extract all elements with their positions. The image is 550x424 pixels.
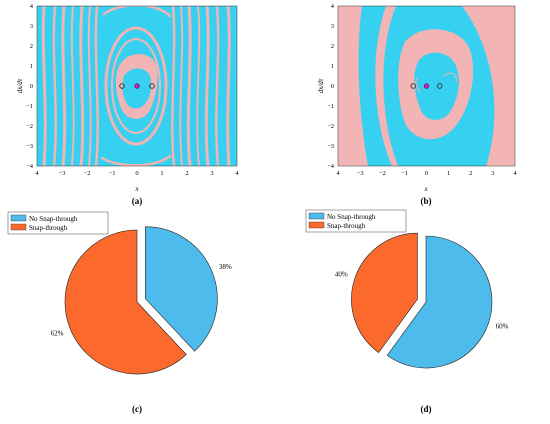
y-tick-label-b: 4 (331, 3, 335, 10)
legend-swatch-snap-c (10, 223, 27, 231)
legend-label-snap-c: Snap-through (29, 224, 68, 232)
panel-label-a: (a) (132, 196, 143, 206)
basin-plot-a: 4 −3 −2 −1 0 1 2 3 4 4 3 2 1 0 −1 −2 −3 −4 x dx/dτ (a) (16, 3, 239, 206)
x-tick-label-a: 0 (135, 170, 138, 177)
y-tick-label-b: 0 (331, 83, 334, 90)
side-equilibrium-marker-b (410, 83, 416, 89)
y-tick-label-a: 0 (30, 83, 33, 90)
pie-slices-d: 60% 40% (335, 232, 509, 369)
y-tick-label-a: −4 (26, 163, 34, 170)
pie-chart-d: No Snap-through Snap-through 60% 40% (d) (305, 209, 509, 414)
y-tick-label-b: 2 (331, 43, 334, 50)
legend-swatch-snap-d (308, 221, 325, 229)
center-equilibrium-marker-a (134, 83, 140, 89)
y-tick-label-a: 1 (30, 63, 33, 70)
legend-label-no-snap-d: No Snap-through (327, 213, 376, 221)
pie-slice-label-d: 40% (335, 270, 348, 278)
y-tick-label-a: −3 (26, 143, 33, 150)
x-tick-label-b: 2 (469, 170, 472, 177)
y-tick-label-a: 3 (30, 23, 33, 30)
pie-slice-label-c: 62% (51, 330, 64, 338)
axis-ticks-a: 4 −3 −2 −1 0 1 2 3 4 4 3 2 1 0 −1 −2 −3 −4 (26, 3, 239, 177)
axis-ticks-b: 4 −3 −2 −1 0 1 2 3 4 4 3 2 1 0 −1 −2 −3 −4 (327, 3, 517, 177)
x-tick-label-a: 4 (235, 170, 239, 177)
x-tick-label-a: 2 (185, 170, 188, 177)
y-tick-label-b: −3 (327, 143, 334, 150)
pie-slice-d (351, 232, 418, 354)
y-axis-label-b: dx/dτ (317, 78, 325, 93)
x-axis-label-a: x (134, 185, 139, 193)
y-tick-label-b: 1 (331, 63, 334, 70)
pie-slice-d (386, 235, 493, 369)
x-tick-label-b: 1 (447, 170, 450, 177)
x-tick-label-a: −2 (84, 170, 91, 177)
equilibrium-markers-a (119, 83, 155, 89)
y-tick-label-b: −1 (327, 103, 334, 110)
center-equilibrium-marker-b (423, 83, 430, 89)
x-tick-label-b: −1 (401, 170, 408, 177)
y-axis-label-a: dx/dτ (16, 78, 24, 93)
legend-swatch-no-snap-c (10, 214, 27, 222)
pie-chart-c: No Snap-through Snap-through 38% 62% (c) (7, 211, 232, 414)
x-tick-label-a: 3 (210, 170, 213, 177)
x-tick-label-a: −3 (59, 170, 66, 177)
pie-slices-c: 38% 62% (51, 226, 232, 375)
panel-label-d: (d) (421, 404, 432, 414)
x-tick-label-b: 4 (336, 170, 340, 177)
y-tick-label-a: 2 (30, 43, 33, 50)
side-equilibrium-marker-a (119, 83, 125, 89)
y-tick-label-a: −1 (26, 103, 33, 110)
legend-c: No Snap-through Snap-through (7, 211, 109, 235)
x-tick-label-a: 1 (160, 170, 163, 177)
panel-label-b: (b) (421, 196, 432, 206)
legend-label-snap-d: Snap-through (327, 222, 366, 230)
basin-a-field (37, 6, 237, 166)
y-tick-label-b: −2 (327, 123, 334, 130)
x-tick-label-b: −2 (379, 170, 386, 177)
y-tick-label-b: −4 (327, 163, 335, 170)
pie-slice-label-c: 38% (219, 263, 232, 271)
x-axis-label-b: x (423, 185, 428, 193)
side-equilibrium-marker-a (149, 83, 155, 89)
x-tick-label-b: 0 (425, 170, 428, 177)
equilibrium-markers-b (410, 83, 443, 89)
pie-slice-label-d: 60% (496, 323, 509, 331)
pie-slice-c (64, 229, 187, 375)
basin-plot-b: 4 −3 −2 −1 0 1 2 3 4 4 3 2 1 0 −1 −2 −3 −4 x dx/dτ (b) (317, 3, 517, 206)
side-equilibrium-marker-b (437, 83, 443, 89)
legend-label-no-snap-c: No Snap-through (29, 215, 78, 223)
panel-label-c: (c) (132, 404, 142, 414)
legend-d: No Snap-through Snap-through (305, 209, 407, 233)
x-tick-label-a: 4 (35, 170, 39, 177)
legend-swatch-no-snap-d (308, 212, 325, 220)
pie-slice-c (145, 226, 218, 352)
x-tick-label-a: −1 (109, 170, 116, 177)
y-tick-label-a: −2 (26, 123, 33, 130)
y-tick-label-b: 3 (331, 23, 334, 30)
x-tick-label-b: 4 (513, 170, 517, 177)
y-tick-label-a: 4 (30, 3, 34, 10)
x-tick-label-b: 3 (491, 170, 494, 177)
x-tick-label-b: −3 (357, 170, 364, 177)
